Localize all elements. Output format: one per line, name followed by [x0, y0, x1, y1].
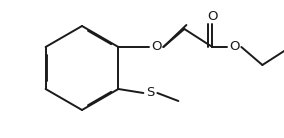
Text: O: O	[151, 40, 162, 54]
Text: O: O	[229, 40, 240, 54]
Text: O: O	[207, 10, 218, 23]
Text: S: S	[146, 87, 154, 99]
